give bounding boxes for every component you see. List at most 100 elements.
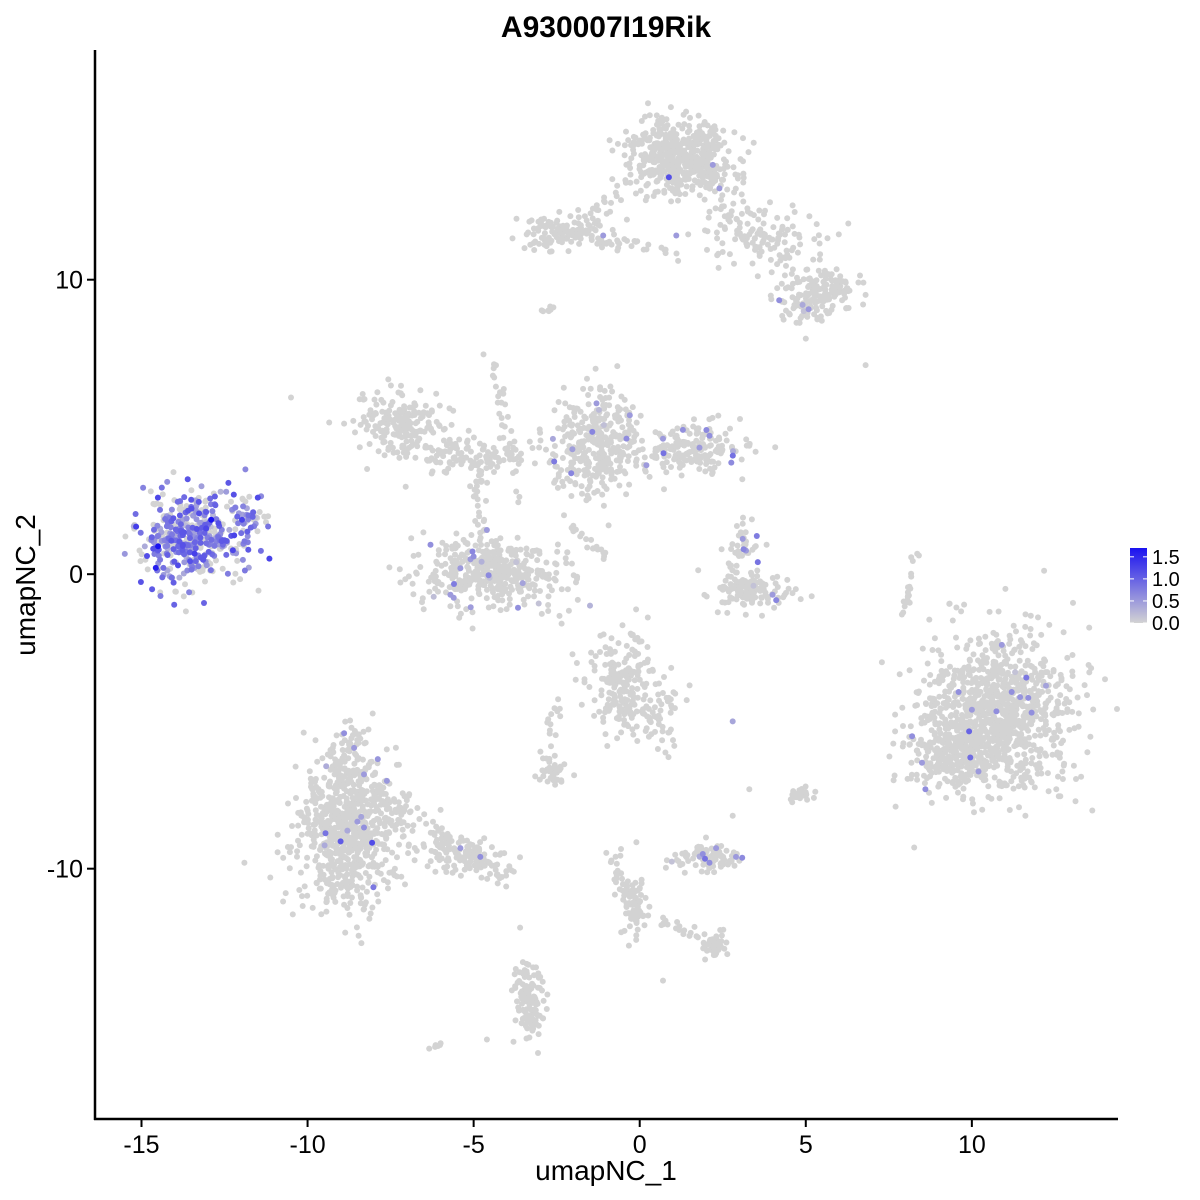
- cell-point: [728, 546, 735, 552]
- cell-point: [609, 176, 616, 183]
- cell-point: [346, 849, 352, 856]
- cell-point: [1058, 740, 1065, 747]
- cell-point: [377, 420, 384, 427]
- cell-point: [629, 882, 636, 889]
- cell-point: [607, 420, 614, 427]
- cell-point: [979, 652, 986, 659]
- cell-point: [289, 823, 295, 829]
- cell-point: [886, 753, 893, 760]
- cell-point: [992, 672, 999, 679]
- cell-point: [682, 853, 689, 860]
- cell-point: [318, 820, 325, 827]
- cell-point: [656, 167, 662, 174]
- cell-point: [657, 151, 664, 158]
- cell-point: [1038, 770, 1045, 777]
- cell-point: [796, 234, 803, 241]
- cell-point: [1015, 675, 1022, 681]
- cell-point: [355, 778, 362, 785]
- cell-point: [443, 442, 450, 449]
- cell-point: [411, 857, 418, 864]
- cell-point: [997, 704, 1004, 711]
- cell-point: [734, 578, 741, 585]
- cell-point: [646, 473, 653, 480]
- cell-point: [633, 606, 640, 613]
- cell-point: [552, 463, 559, 470]
- cell-point: [964, 679, 971, 686]
- cell-point: [714, 449, 721, 456]
- cell-point: [686, 122, 693, 129]
- cell-point: [462, 583, 469, 590]
- cell-point: [1028, 778, 1035, 785]
- cell-point: [541, 241, 548, 248]
- cell-point: [1027, 626, 1034, 632]
- cell-point: [633, 419, 640, 426]
- cell-point: [597, 439, 604, 446]
- cell-point: [654, 121, 660, 128]
- cell-point: [860, 301, 867, 308]
- cell-point: [923, 745, 930, 752]
- cell-point: [398, 382, 404, 389]
- cell-point: [564, 448, 571, 455]
- cell-point: [701, 591, 708, 598]
- cell-point: [843, 305, 850, 312]
- cell-point: [655, 721, 662, 728]
- cell-point: [519, 1000, 525, 1007]
- cell-point: [944, 778, 951, 785]
- cell-point: [297, 869, 304, 876]
- cell-point: [183, 503, 190, 509]
- cell-point: [625, 453, 632, 460]
- cell-point: [364, 848, 371, 855]
- cell-point: [670, 689, 677, 696]
- cell-point: [935, 783, 942, 790]
- cell-point: [918, 720, 925, 727]
- cell-point: [645, 912, 652, 919]
- cell-point: [634, 694, 641, 701]
- cell-point: [710, 458, 717, 465]
- cell-point: [651, 454, 658, 461]
- cell-point: [431, 848, 438, 855]
- cell-point: [428, 470, 435, 477]
- cell-point: [715, 460, 722, 467]
- cell-point: [597, 386, 603, 393]
- cell-point: [667, 709, 674, 716]
- cell-point: [1038, 672, 1045, 679]
- cell-point: [720, 583, 726, 590]
- cell-point: [911, 844, 918, 851]
- cell-point: [945, 741, 952, 748]
- cell-point: [351, 829, 358, 836]
- cell-point: [451, 862, 458, 869]
- cell-point: [344, 839, 351, 846]
- cell-point: [964, 642, 971, 649]
- cell-point: [509, 235, 516, 242]
- cell-point: [991, 686, 998, 693]
- cell-point: [983, 681, 990, 688]
- cell-point: [341, 845, 348, 852]
- cell-point: [617, 693, 624, 700]
- cell-point: [261, 513, 268, 520]
- cell-point: [1015, 700, 1021, 707]
- cell-point: [994, 638, 1001, 644]
- cell-point: [356, 396, 363, 403]
- cell-point: [365, 726, 372, 733]
- cell-point: [797, 292, 804, 299]
- cell-point: [1024, 774, 1031, 780]
- cell-point: [1055, 700, 1062, 707]
- cell-point: [539, 978, 546, 985]
- cell-point: [1042, 718, 1049, 725]
- cell-point: [1075, 710, 1082, 717]
- cell-point: [555, 425, 562, 432]
- cell-point: [502, 586, 509, 593]
- cell-point: [918, 715, 925, 722]
- cell-point: [628, 155, 635, 162]
- cell-point: [536, 240, 542, 247]
- cell-point: [842, 294, 848, 301]
- cell-point: [547, 219, 554, 226]
- cell-point: [1026, 734, 1032, 741]
- cell-point: [564, 586, 571, 593]
- cell-point: [577, 235, 584, 242]
- cell-point: [585, 392, 592, 398]
- cell-point: [684, 139, 691, 146]
- cell-point: [934, 700, 941, 707]
- cell-point: [1014, 751, 1021, 758]
- cell-point: [329, 862, 336, 869]
